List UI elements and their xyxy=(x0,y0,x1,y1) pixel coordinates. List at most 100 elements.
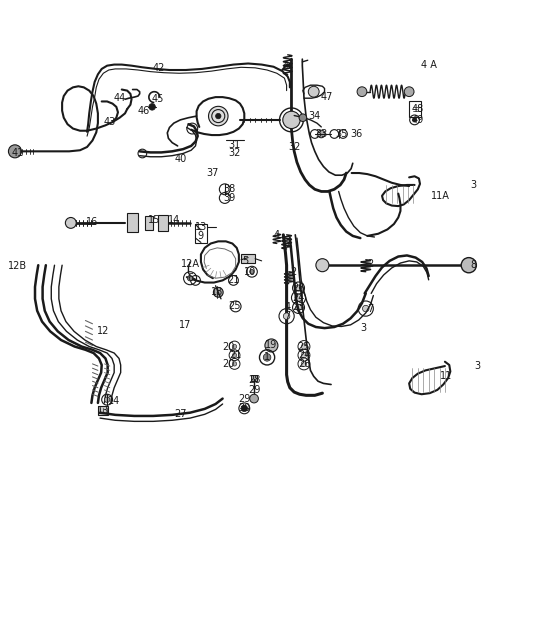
Circle shape xyxy=(187,276,193,281)
Circle shape xyxy=(250,269,254,274)
Text: 24: 24 xyxy=(292,293,305,303)
Text: 39: 39 xyxy=(223,193,235,203)
Text: 31: 31 xyxy=(228,140,241,150)
Circle shape xyxy=(214,288,223,297)
Text: 42: 42 xyxy=(153,63,165,73)
Circle shape xyxy=(413,117,417,122)
Circle shape xyxy=(232,362,237,366)
Text: 41: 41 xyxy=(11,148,24,158)
Text: 14: 14 xyxy=(168,215,180,225)
Text: 18: 18 xyxy=(211,288,223,297)
Text: 32: 32 xyxy=(288,142,300,152)
Text: 11: 11 xyxy=(440,371,452,381)
Text: 36: 36 xyxy=(350,129,362,139)
Text: 16: 16 xyxy=(86,217,99,227)
Bar xyxy=(158,215,168,231)
Text: 9: 9 xyxy=(198,231,204,241)
Text: 10: 10 xyxy=(244,267,256,277)
Circle shape xyxy=(105,397,110,403)
Text: 6: 6 xyxy=(187,273,193,283)
Text: 17: 17 xyxy=(178,320,191,330)
Circle shape xyxy=(404,87,414,97)
Circle shape xyxy=(461,257,476,273)
Text: 47: 47 xyxy=(320,92,333,102)
Text: 34: 34 xyxy=(308,111,321,121)
Circle shape xyxy=(65,217,76,229)
Circle shape xyxy=(263,354,271,361)
Text: 24: 24 xyxy=(298,350,310,360)
Text: 20: 20 xyxy=(222,359,234,369)
Text: 7: 7 xyxy=(284,311,291,321)
Circle shape xyxy=(295,294,302,301)
Text: 2: 2 xyxy=(367,259,373,269)
Text: 38: 38 xyxy=(223,184,235,194)
Text: 32: 32 xyxy=(228,148,241,158)
Circle shape xyxy=(357,87,367,97)
Circle shape xyxy=(301,361,307,367)
Circle shape xyxy=(301,352,307,358)
Circle shape xyxy=(250,394,258,403)
Text: 33: 33 xyxy=(315,129,328,139)
Text: 12B: 12B xyxy=(8,261,27,271)
Text: 20: 20 xyxy=(222,342,234,352)
Circle shape xyxy=(8,145,21,158)
Text: 12: 12 xyxy=(97,327,110,337)
Text: 1: 1 xyxy=(264,352,270,362)
Text: 30: 30 xyxy=(238,403,251,413)
Text: 8: 8 xyxy=(470,260,476,270)
Text: 7: 7 xyxy=(367,303,373,313)
Circle shape xyxy=(301,344,307,349)
Text: 27: 27 xyxy=(174,409,186,419)
Text: 35: 35 xyxy=(336,129,348,139)
Text: 25: 25 xyxy=(298,342,310,352)
Circle shape xyxy=(216,114,221,119)
Text: 4: 4 xyxy=(283,61,289,71)
Text: 26: 26 xyxy=(298,359,310,369)
Bar xyxy=(145,216,153,230)
Text: 4 A: 4 A xyxy=(421,60,437,70)
Text: 3: 3 xyxy=(361,323,367,333)
Text: 15: 15 xyxy=(148,215,160,225)
Text: 2: 2 xyxy=(290,267,296,277)
Circle shape xyxy=(232,344,237,349)
Text: 4: 4 xyxy=(284,303,290,313)
Text: 3: 3 xyxy=(474,361,481,371)
Circle shape xyxy=(316,259,329,272)
Circle shape xyxy=(283,111,300,129)
Text: 13: 13 xyxy=(195,222,207,232)
Bar xyxy=(195,224,207,243)
Text: 11A: 11A xyxy=(431,191,450,201)
Circle shape xyxy=(295,285,301,291)
Text: 21: 21 xyxy=(229,350,242,360)
Text: 40: 40 xyxy=(174,154,186,164)
Text: 28: 28 xyxy=(248,375,261,385)
Text: 5: 5 xyxy=(243,256,249,266)
Circle shape xyxy=(232,353,237,357)
Bar xyxy=(251,376,257,381)
Text: 14: 14 xyxy=(108,396,120,406)
Text: 46: 46 xyxy=(137,106,149,116)
Text: 4: 4 xyxy=(274,230,280,240)
Circle shape xyxy=(295,305,301,310)
Text: 3: 3 xyxy=(470,180,476,190)
Circle shape xyxy=(308,86,319,97)
Bar xyxy=(127,214,138,232)
Text: 48: 48 xyxy=(411,104,424,114)
Text: 12A: 12A xyxy=(180,259,199,269)
Text: 19: 19 xyxy=(265,340,277,350)
Text: 29: 29 xyxy=(248,385,261,395)
Text: 25: 25 xyxy=(228,301,241,311)
Bar xyxy=(409,102,421,117)
Text: 23: 23 xyxy=(292,303,305,313)
Text: 37: 37 xyxy=(207,168,219,178)
Circle shape xyxy=(283,313,290,320)
Text: 45: 45 xyxy=(152,94,164,104)
Text: 13: 13 xyxy=(97,406,110,416)
Circle shape xyxy=(265,339,278,352)
Text: 44: 44 xyxy=(113,93,126,102)
Circle shape xyxy=(318,130,325,138)
Circle shape xyxy=(299,114,307,121)
Text: 21: 21 xyxy=(227,276,240,285)
Bar xyxy=(241,254,255,263)
Text: 2: 2 xyxy=(286,239,292,249)
